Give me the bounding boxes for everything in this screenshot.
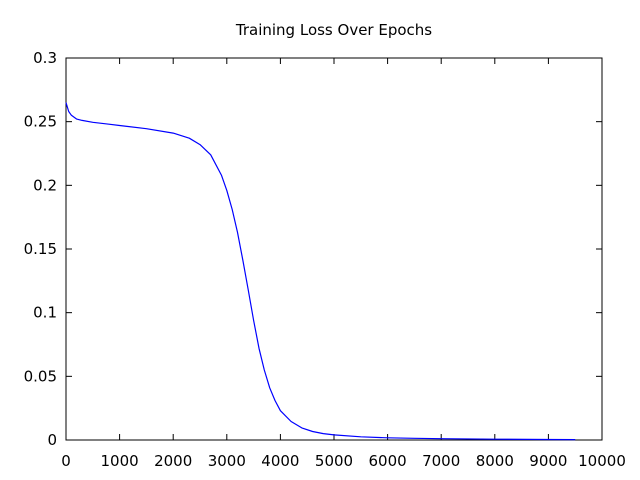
x-tick-label: 3000 — [208, 452, 246, 470]
axis-ticks — [66, 58, 602, 440]
y-tick-label: 0.05 — [24, 367, 57, 385]
x-tick-label: 8000 — [476, 452, 514, 470]
series-group — [66, 103, 575, 440]
x-tick-label: 5000 — [315, 452, 353, 470]
chart-title: Training Loss Over Epochs — [235, 21, 432, 39]
y-tick-label: 0.2 — [33, 176, 57, 194]
x-tick-label: 0 — [61, 452, 71, 470]
x-tick-label: 1000 — [101, 452, 139, 470]
y-tick-label: 0.1 — [33, 304, 57, 322]
y-tick-label: 0.3 — [33, 49, 57, 67]
plot-area — [66, 58, 602, 440]
x-axis-tick-labels: 0 1000 2000 3000 4000 5000 6000 7000 8000 9000 100… — [61, 452, 626, 470]
x-tick-label: 6000 — [369, 452, 407, 470]
loss-series-line — [66, 103, 575, 440]
y-tick-label: 0 — [47, 431, 57, 449]
x-tick-label: 10000 — [578, 452, 626, 470]
y-axis-tick-labels: 0 0.05 0.1 0.15 0.2 0.25 0.3 — [24, 49, 57, 449]
y-tick-label: 0.25 — [24, 113, 57, 131]
x-tick-label: 2000 — [154, 452, 192, 470]
x-tick-label: 9000 — [529, 452, 567, 470]
y-tick-label: 0.15 — [24, 240, 57, 258]
x-tick-label: 7000 — [422, 452, 460, 470]
x-tick-label: 4000 — [261, 452, 299, 470]
